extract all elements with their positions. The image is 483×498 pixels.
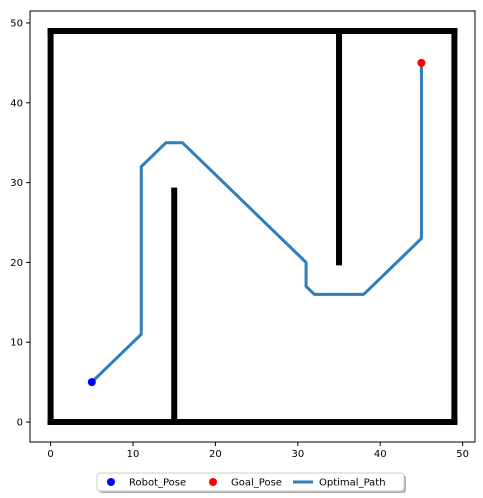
legend: Robot_Pose Goal_Pose Optimal_Path (96, 472, 406, 493)
obstacles (47, 27, 458, 426)
legend-marker-robot-pose (107, 478, 115, 486)
legend-marker-goal-pose (209, 478, 217, 486)
y-axis: 0 10 20 30 40 50 (10, 18, 30, 429)
x-tick-label: 10 (127, 449, 140, 460)
legend-label-robot-pose: Robot_Pose (129, 478, 186, 489)
x-tick-label: 20 (209, 449, 222, 460)
legend-box (96, 472, 405, 492)
x-tick-label: 40 (374, 449, 387, 460)
x-tick-label: 30 (291, 449, 304, 460)
y-tick-label: 0 (17, 418, 23, 429)
y-tick-label: 20 (10, 258, 23, 269)
point-robot-pose (87, 378, 96, 387)
x-axis: 0 10 20 30 40 50 (47, 442, 469, 460)
series-line-optimal-path (90, 61, 423, 384)
legend-label-optimal-path: Optimal_Path (319, 478, 386, 489)
point-goal-pose (417, 58, 426, 67)
legend-label-goal-pose: Goal_Pose (231, 478, 282, 489)
series-layer (87, 58, 426, 387)
x-tick-label: 0 (47, 449, 53, 460)
y-tick-label: 30 (10, 178, 23, 189)
y-tick-label: 50 (10, 18, 23, 29)
y-tick-label: 10 (10, 338, 23, 349)
y-tick-label: 40 (10, 98, 23, 109)
x-tick-label: 50 (456, 449, 469, 460)
